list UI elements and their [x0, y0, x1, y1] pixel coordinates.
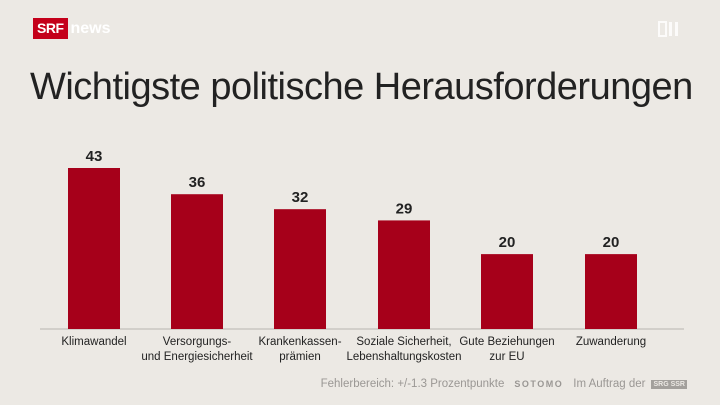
bar-value-label: 43: [86, 148, 103, 165]
category-label: Versorgungs-: [163, 336, 232, 348]
srf-news-logo: SRF news: [33, 18, 111, 39]
category-label: Klimawandel: [61, 336, 126, 348]
bar: [585, 254, 637, 329]
category-label: prämien: [279, 351, 321, 363]
category-label: Zuwanderung: [576, 336, 646, 348]
sotomo-logo: SOTOMO: [514, 379, 564, 389]
commission-note: Im Auftrag der: [573, 378, 646, 390]
category-label: Soziale Sicherheit,: [356, 336, 451, 348]
broadcast-icon: [658, 20, 684, 43]
bar-value-label: 20: [603, 234, 620, 251]
bar: [171, 194, 223, 329]
bar: [378, 220, 430, 329]
bar-value-label: 36: [189, 174, 206, 191]
category-label: Lebenshaltungskosten: [346, 351, 461, 363]
category-label: Krankenkassen-: [258, 336, 341, 348]
bar-value-label: 29: [396, 200, 413, 217]
news-wordmark: news: [70, 20, 111, 37]
bar-value-label: 20: [499, 234, 516, 251]
bar: [481, 254, 533, 329]
bar-value-label: 32: [292, 189, 309, 206]
bar: [274, 209, 326, 329]
chart-title: Wichtigste politische Herausforderungen: [30, 66, 693, 108]
bar: [68, 168, 120, 329]
error-margin-note: Fehlerbereich: +/-1.3 Prozentpunkte: [320, 378, 505, 390]
srg-ssr-logo: SRG SSR: [651, 379, 687, 389]
category-label: zur EU: [489, 351, 524, 363]
category-label: und Energiesicherheit: [141, 351, 253, 363]
footer: Fehlerbereich: +/-1.3 Prozentpunkte SOTO…: [321, 378, 687, 390]
srf-logo-box: SRF: [33, 18, 68, 39]
category-label: Gute Beziehungen: [459, 336, 554, 348]
